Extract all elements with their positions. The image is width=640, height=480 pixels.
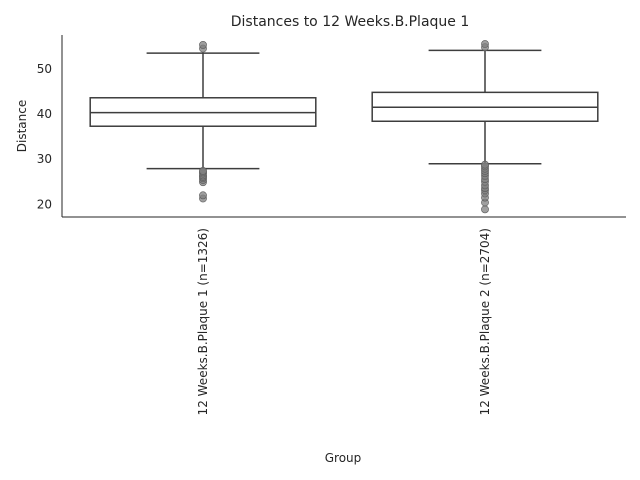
outlier-point [481,40,489,48]
outlier-point [481,205,489,214]
chart-title: Distances to 12 Weeks.B.Plaque 1 [231,14,470,30]
x-axis-label: Group [325,451,362,465]
y-tick-label: 30 [37,152,52,166]
y-tick-label: 50 [37,62,52,76]
outlier-point [199,167,207,175]
outlier-point [481,160,489,169]
x-tick-label: 12 Weeks.B.Plaque 1 (n=1326) [196,228,210,415]
y-axis-label: Distance [15,100,29,152]
outlier-point [199,41,207,49]
outlier-point [199,191,207,200]
plot-area: 20 30 40 50 12 Weeks.B.Plaque 1 (n=1326) 12 W… [37,35,626,415]
y-tick-label: 20 [37,197,52,211]
y-tick-label: 40 [37,107,52,121]
x-tick-label: 12 Weeks.B.Plaque 2 (n=2704) [478,228,492,415]
